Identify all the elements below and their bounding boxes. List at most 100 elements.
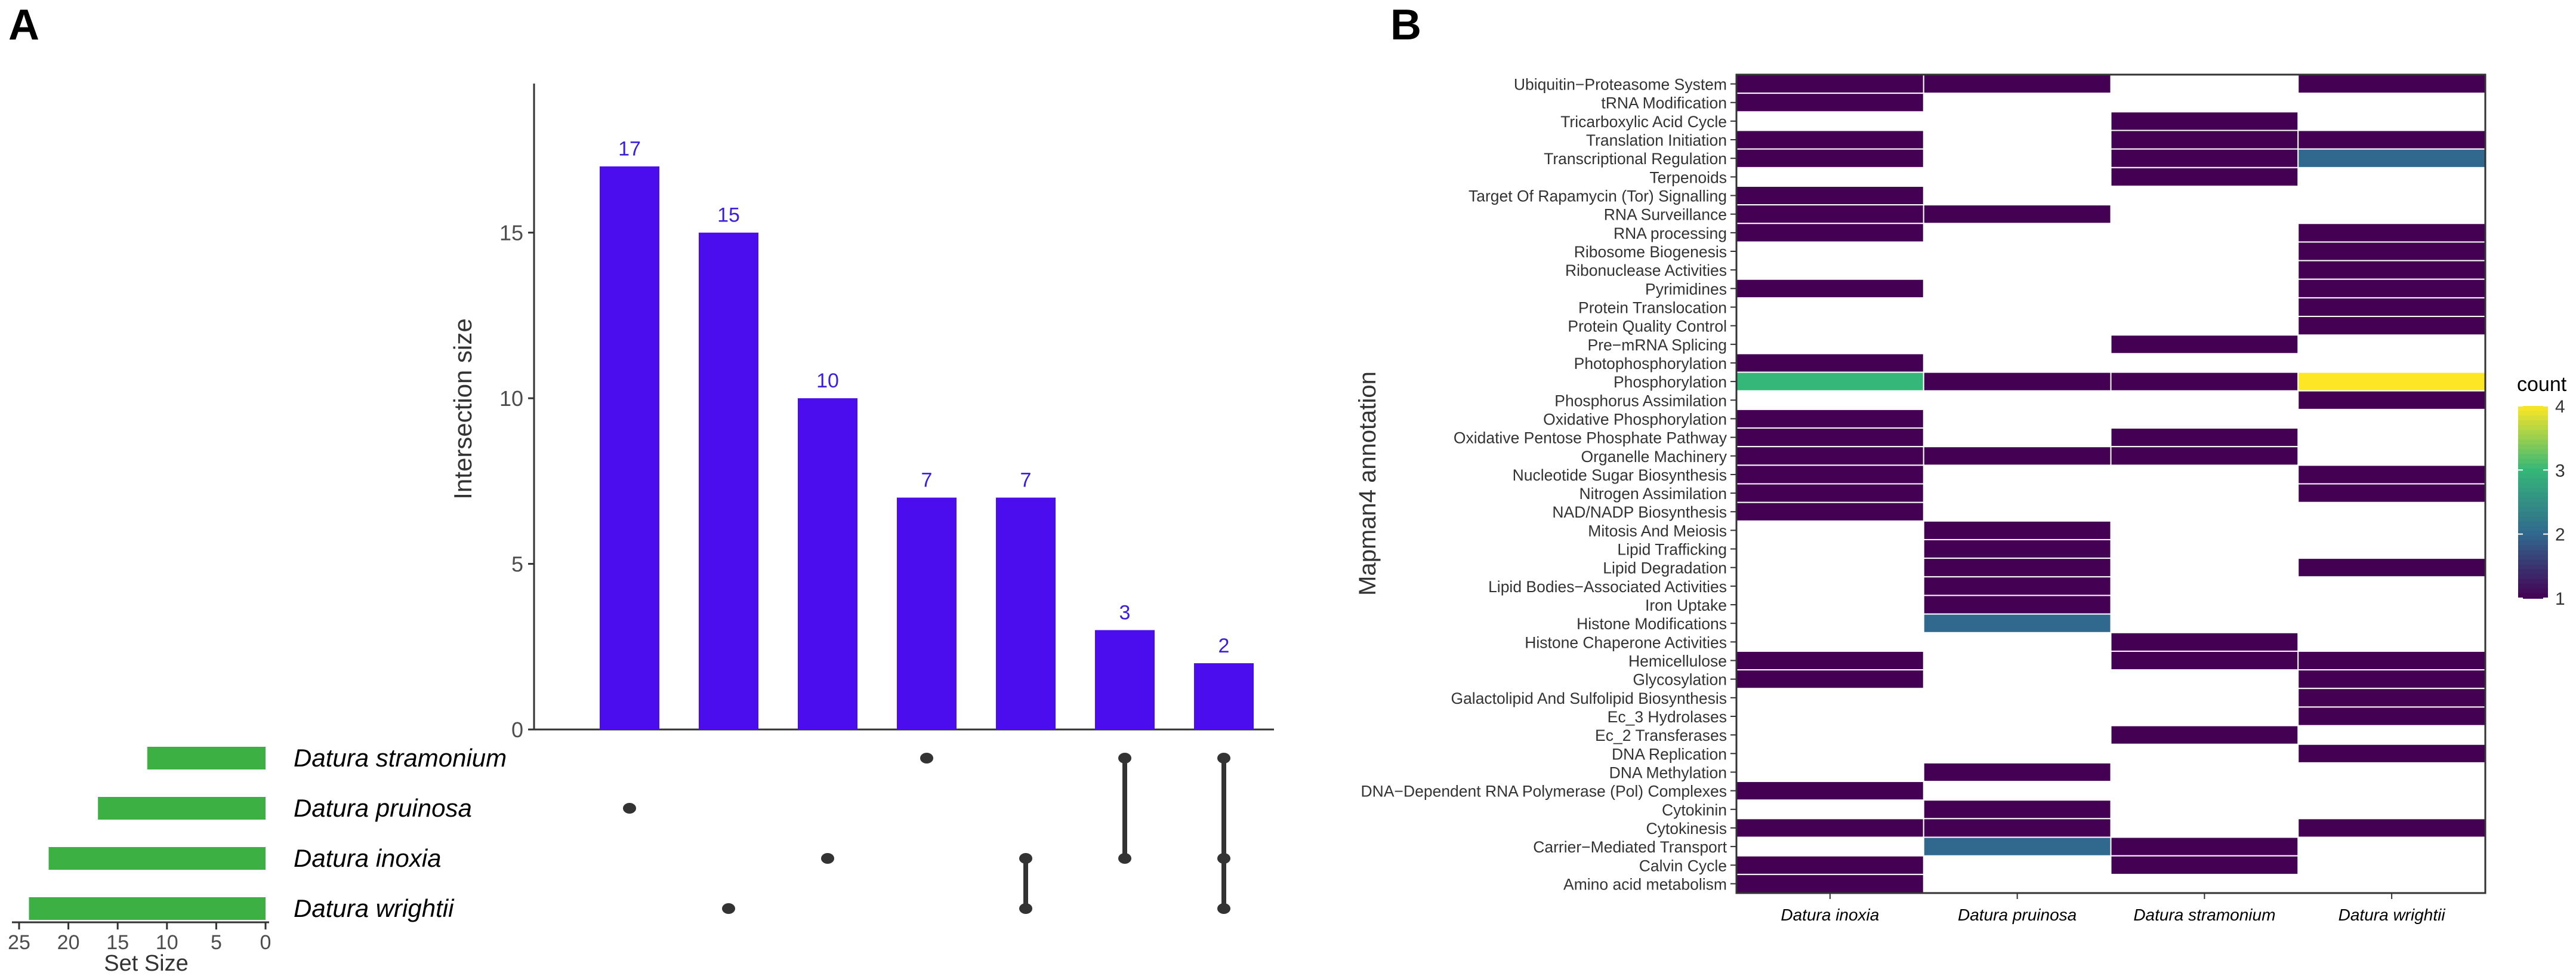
row-label: DNA−Dependent RNA Polymerase (Pol) Compl… — [1361, 783, 1727, 801]
legend-gradient-segment — [2518, 512, 2548, 518]
intersection-matrix: Datura stramonium Datura pruinosa Datura i… — [294, 744, 1230, 922]
set-size-bars: 25 20 15 10 5 0 — [8, 747, 271, 954]
legend-gradient-segment — [2518, 415, 2548, 421]
legend-gradient-segment — [2518, 593, 2548, 599]
y-tick-label: 15 — [499, 221, 523, 245]
heatmap-cell — [2297, 316, 2486, 336]
legend-gradient-segment — [2518, 478, 2548, 484]
row-label: Histone Chaperone Activities — [1525, 633, 1727, 651]
row-label: Pre−mRNA Splicing — [1588, 336, 1727, 354]
bar-value-label: 3 — [1119, 602, 1131, 624]
legend-gradient-segment — [2518, 497, 2548, 503]
legend-tick-label: 4 — [2555, 397, 2565, 417]
heatmap-cell — [1736, 781, 1924, 801]
heatmap-cell — [1736, 223, 1924, 243]
row-label: Lipid Trafficking — [1617, 541, 1727, 559]
heatmap-cell — [1736, 873, 1924, 894]
heatmap-cell — [2297, 260, 2486, 280]
legend-gradient-segment — [2518, 425, 2548, 431]
bar-value-label: 15 — [717, 204, 740, 227]
heatmap-cell — [1736, 93, 1924, 113]
intersection-bar — [1194, 663, 1254, 729]
intersection-bar — [897, 497, 957, 729]
row-label: Transcriptional Regulation — [1544, 150, 1727, 168]
intersection-dot — [1217, 853, 1230, 864]
bar-value-label: 2 — [1218, 635, 1230, 657]
column-label: Datura stramonium — [2133, 906, 2275, 924]
heatmap-cell — [1923, 538, 2112, 559]
heatmap-cell — [2110, 167, 2299, 187]
row-label: Glycosylation — [1633, 671, 1727, 689]
heatmap-cell — [2297, 558, 2486, 578]
heatmap-cell — [2110, 334, 2299, 355]
bar-value-label: 7 — [1020, 469, 1032, 492]
legend-gradient-segment — [2518, 449, 2548, 455]
intersection-dot — [623, 803, 636, 814]
legend-gradient-segment — [2518, 492, 2548, 498]
legend-gradient-segment — [2518, 578, 2548, 584]
legend-gradient-segment — [2518, 444, 2548, 450]
heatmap-cell — [2297, 706, 2486, 726]
heatmap-cell — [2297, 818, 2486, 838]
row-label: Iron Uptake — [1645, 596, 1727, 614]
heatmap-cell — [2297, 464, 2486, 485]
heatmap-cell — [2297, 297, 2486, 318]
heatmap-cell — [2297, 669, 2486, 689]
heatmap-cell — [1736, 464, 1924, 485]
legend-gradient-segment — [2518, 559, 2548, 565]
row-label: Oxidative Pentose Phosphate Pathway — [1454, 429, 1727, 447]
row-label: Terpenoids — [1649, 168, 1727, 186]
intersection-dot — [1019, 853, 1032, 864]
column-label: Datura wrightii — [2339, 906, 2446, 924]
column-label: Datura inoxia — [1781, 906, 1879, 924]
row-label: Target Of Rapamycin (Tor) Signalling — [1469, 187, 1727, 205]
intersection-bar — [996, 497, 1056, 729]
legend-gradient-segment — [2518, 502, 2548, 508]
heatmap-cell — [1736, 446, 1924, 466]
legend-gradient-segment — [2518, 420, 2548, 426]
set-size-tick-label: 20 — [57, 931, 80, 954]
intersection-dot — [1118, 753, 1131, 764]
row-label: Carrier−Mediated Transport — [1533, 838, 1727, 856]
heatmap-cell — [2110, 632, 2299, 652]
heatmap-cell — [1923, 371, 2112, 392]
heatmap-cell — [2297, 148, 2486, 168]
heatmap-cell — [2110, 371, 2299, 392]
set-size-bar — [98, 797, 266, 820]
column-label: Datura pruinosa — [1958, 906, 2077, 924]
heatmap-cell — [1923, 762, 2112, 783]
heatmap-cell — [2297, 278, 2486, 298]
heatmap-cell — [1923, 818, 2112, 838]
legend-gradient-segment — [2518, 507, 2548, 513]
mapman4-axis-label: Mapman4 annotation — [1355, 371, 1381, 596]
row-label: Nitrogen Assimilation — [1579, 485, 1727, 503]
intersection-bars: 17 15 10 7 7 3 2 — [600, 138, 1254, 729]
panel-label-a: A — [8, 1, 39, 49]
set-name-label: Datura inoxia — [294, 844, 441, 872]
row-label: Ec_2 Transferases — [1595, 726, 1727, 744]
heatmap-frame — [1735, 73, 2486, 894]
heatmap-cell — [1923, 613, 2112, 633]
heatmap-cell — [1736, 650, 1924, 671]
heatmap-cell — [1923, 74, 2112, 94]
intersection-dot — [1118, 853, 1131, 864]
legend-gradient-segment — [2518, 435, 2548, 441]
row-label: Protein Quality Control — [1568, 318, 1727, 335]
heatmap-cell — [2297, 371, 2486, 392]
heatmap-cell — [1736, 74, 1924, 94]
legend-gradient-segment — [2518, 487, 2548, 493]
set-name-label: Datura pruinosa — [294, 794, 472, 822]
heatmap-cells — [1735, 73, 2486, 894]
heatmap-cell — [1736, 278, 1924, 298]
heatmap-cell — [2110, 427, 2299, 448]
intersection-dot — [821, 853, 834, 864]
heatmap-cell — [1736, 501, 1924, 522]
set-size-tick-label: 10 — [156, 931, 178, 954]
y-tick-label: 5 — [511, 552, 523, 577]
legend-gradient-segment — [2518, 430, 2548, 436]
intersection-bar — [1095, 630, 1155, 729]
intersection-dot — [1019, 903, 1032, 914]
row-label: Galactolipid And Sulfolipid Biosynthesis — [1451, 689, 1727, 707]
set-size-tick-label: 5 — [211, 931, 222, 954]
bar-value-label: 17 — [618, 138, 641, 161]
